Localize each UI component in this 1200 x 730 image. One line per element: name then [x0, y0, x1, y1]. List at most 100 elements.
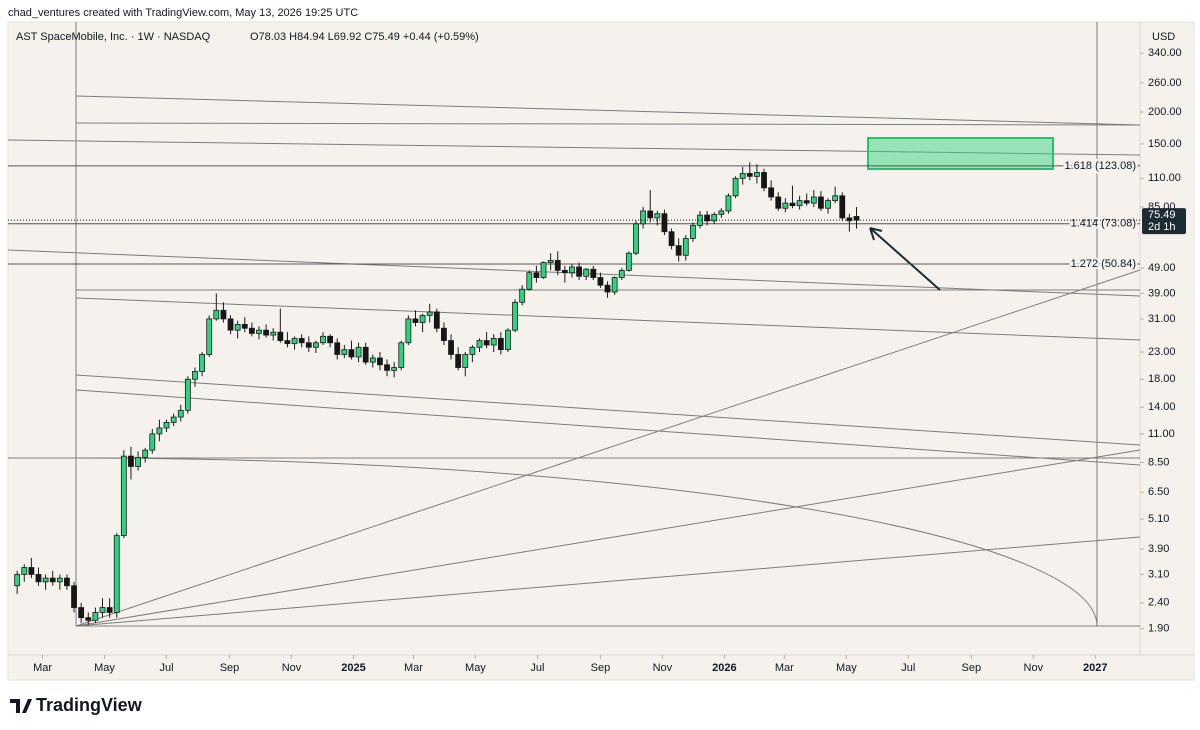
candle-body [725, 195, 732, 212]
candle-body [92, 612, 99, 621]
target-zone [867, 137, 1054, 170]
chart-title: AST SpaceMobile, Inc. · 1W · NASDAQ [16, 31, 211, 43]
candle-body [64, 577, 70, 587]
candle-body [220, 309, 227, 320]
candle-body [135, 456, 141, 467]
candle-body [113, 535, 120, 613]
x-tick-label: Jul [530, 662, 544, 674]
axes: 1.90 2.40 3.10 3.90 5.10 6.50 8.50 11.00 14.00 18… [33, 47, 1186, 674]
candle-body [810, 196, 817, 204]
candle-body [768, 187, 775, 198]
attribution: chad_ventures created with TradingView.c… [8, 7, 358, 19]
candle-body [569, 266, 575, 274]
candle-body [647, 210, 654, 219]
level-label: 1.272 (50.84) [1071, 258, 1136, 270]
x-tick-label: Jul [159, 662, 173, 674]
candle-body [320, 335, 326, 344]
fan-line [75, 536, 1141, 627]
candle-body [270, 331, 277, 336]
x-tick-label: 2025 [341, 662, 365, 674]
candle-body [462, 354, 469, 368]
trend-line [75, 95, 1141, 126]
currency: USD [1152, 31, 1175, 43]
y-tick-label: 3.10 [1148, 568, 1169, 580]
y-tick-label: 150.00 [1148, 138, 1182, 150]
candle-body [199, 354, 205, 372]
candle-body [56, 577, 63, 583]
candle-body [519, 288, 526, 303]
candle-body [348, 349, 355, 358]
candle-body [433, 311, 440, 329]
ohlc-readout: O78.03 H84.94 L69.92 C75.49 +0.44 (+0.59… [250, 31, 479, 43]
candle-body [746, 173, 753, 177]
candle-body [377, 357, 383, 366]
y-tick-label: 2.40 [1148, 597, 1169, 609]
logo-mark [10, 699, 32, 713]
candle-body [469, 346, 476, 355]
candle-body [547, 260, 554, 263]
x-tick-label: Sep [591, 662, 611, 674]
chart-frame [7, 21, 1195, 681]
candle-body [256, 329, 262, 334]
y-tick-label: 5.10 [1148, 513, 1169, 525]
candle-body [789, 202, 796, 207]
candle-body [668, 231, 675, 247]
x-tick-label: Mar [404, 662, 423, 674]
last-price-box [1142, 208, 1186, 235]
y-tick-label: 8.50 [1148, 456, 1169, 468]
candle-body [718, 210, 725, 215]
candle-body [184, 378, 191, 411]
candle-body [540, 262, 547, 278]
x-tick-label: Mar [33, 662, 52, 674]
candle-body [711, 213, 718, 222]
candle-body [796, 200, 803, 207]
arc [75, 457, 1098, 627]
x-tick-label: 2026 [712, 662, 736, 674]
candle-body [448, 340, 454, 355]
x-tick-label: May [465, 662, 486, 674]
candle-body [597, 277, 604, 286]
candle-body [362, 346, 369, 363]
level-label: 1.414 (73.08) [1071, 218, 1136, 230]
candle-body [455, 354, 462, 368]
candle-body [533, 272, 540, 278]
candle-body [192, 371, 198, 380]
candle-body [675, 245, 682, 256]
y-tick-label: 3.90 [1148, 543, 1169, 555]
candle-body [149, 433, 156, 451]
x-tick-label: Nov [282, 662, 302, 674]
x-tick-label: 2027 [1083, 662, 1107, 674]
x-tick-label: Jul [901, 662, 915, 674]
fan-line [75, 449, 1141, 627]
candle-body [583, 268, 590, 277]
x-tick-label: Nov [653, 662, 673, 674]
candle-body [825, 200, 831, 209]
candle-body [611, 277, 618, 293]
candle-body [497, 338, 504, 351]
candle-body [483, 340, 490, 346]
candle-body [782, 202, 789, 209]
candle-body [640, 210, 646, 225]
y-tick-label: 39.00 [1148, 287, 1176, 299]
drawings [7, 22, 1141, 627]
fan-line [75, 269, 1141, 627]
candle-body [248, 327, 255, 334]
candle-body [291, 338, 298, 345]
y-tick-label: 18.00 [1148, 373, 1176, 385]
candle-body [263, 329, 270, 336]
candle-body [334, 342, 341, 355]
candle-body [106, 607, 113, 613]
y-tick-label: 23.00 [1148, 346, 1176, 358]
y-tick-label: 49.00 [1148, 262, 1176, 274]
candle-body [327, 335, 334, 344]
candle-body [355, 346, 362, 358]
level-label: 1.618 (123.08) [1064, 160, 1136, 172]
last-price-label: 75.49 [1148, 209, 1176, 221]
candle-body [14, 574, 21, 587]
trend-line [75, 297, 1141, 341]
candle-body [576, 266, 582, 277]
candle-body [128, 455, 134, 467]
candle-body [78, 607, 85, 619]
candle-body [505, 329, 511, 351]
